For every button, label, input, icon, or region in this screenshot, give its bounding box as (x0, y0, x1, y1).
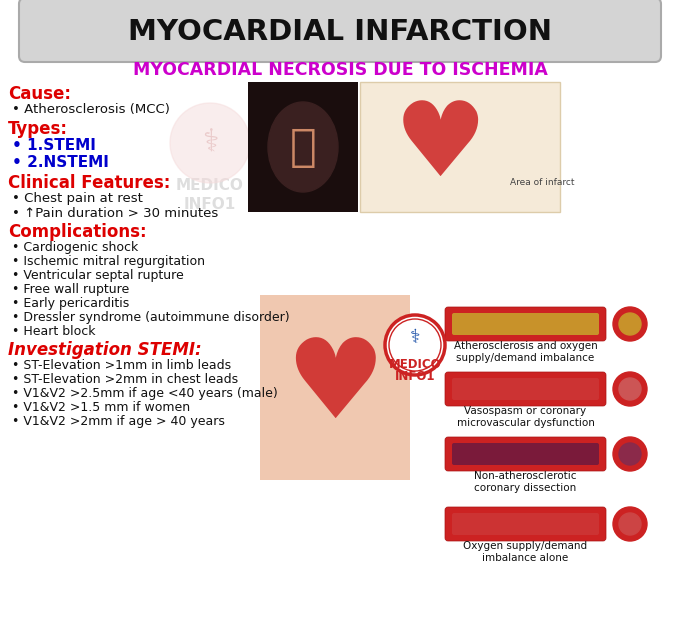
Text: • Chest pain at rest: • Chest pain at rest (12, 192, 143, 205)
Text: • V1&V2 >1.5 mm if women: • V1&V2 >1.5 mm if women (12, 401, 190, 414)
FancyBboxPatch shape (248, 82, 358, 212)
Text: Complications:: Complications: (8, 224, 147, 242)
Text: INFO1: INFO1 (395, 370, 435, 383)
Circle shape (619, 443, 641, 465)
Text: Vasospasm or coronary
microvascular dysfunction: Vasospasm or coronary microvascular dysf… (456, 406, 594, 428)
FancyBboxPatch shape (19, 0, 661, 62)
FancyBboxPatch shape (452, 378, 599, 400)
Text: • Ischemic mitral regurgitation: • Ischemic mitral regurgitation (12, 255, 205, 268)
Circle shape (170, 103, 250, 183)
Text: MEDICO
INFO1: MEDICO INFO1 (176, 178, 244, 212)
FancyBboxPatch shape (445, 307, 606, 341)
Circle shape (385, 315, 445, 375)
Circle shape (613, 437, 647, 471)
Text: Types:: Types: (8, 120, 68, 138)
Text: ♥: ♥ (393, 97, 487, 199)
Text: • 1.STEMI: • 1.STEMI (12, 138, 96, 153)
Circle shape (613, 372, 647, 406)
FancyBboxPatch shape (260, 295, 410, 480)
Text: • 2.NSTEMI: • 2.NSTEMI (12, 155, 109, 170)
FancyBboxPatch shape (452, 313, 599, 335)
Text: Cause:: Cause: (8, 85, 71, 103)
Text: • ↑Pain duration > 30 minutes: • ↑Pain duration > 30 minutes (12, 207, 218, 220)
Text: • Ventricular septal rupture: • Ventricular septal rupture (12, 269, 184, 282)
Text: • Dressler syndrome (autoimmune disorder): • Dressler syndrome (autoimmune disorder… (12, 311, 290, 324)
Text: ⚕: ⚕ (410, 329, 420, 348)
Text: • V1&V2 >2.5mm if age <40 years (male): • V1&V2 >2.5mm if age <40 years (male) (12, 387, 277, 400)
Text: • Early pericarditis: • Early pericarditis (12, 297, 129, 310)
Circle shape (619, 313, 641, 335)
Text: ⚕: ⚕ (202, 129, 218, 158)
Text: ✋: ✋ (290, 125, 316, 168)
Circle shape (619, 378, 641, 400)
Circle shape (619, 513, 641, 535)
Circle shape (613, 307, 647, 341)
FancyBboxPatch shape (445, 372, 606, 406)
Text: • Free wall rupture: • Free wall rupture (12, 283, 129, 296)
Text: MEDICO: MEDICO (389, 358, 441, 371)
FancyBboxPatch shape (452, 443, 599, 465)
Text: Clinical Features:: Clinical Features: (8, 174, 171, 192)
Text: MYOCARDIAL NECROSIS DUE TO ISCHEMIA: MYOCARDIAL NECROSIS DUE TO ISCHEMIA (133, 61, 547, 79)
Ellipse shape (268, 102, 338, 192)
FancyBboxPatch shape (445, 507, 606, 541)
Text: ♥: ♥ (285, 335, 385, 442)
Text: • V1&V2 >2mm if age > 40 years: • V1&V2 >2mm if age > 40 years (12, 415, 225, 428)
Text: • ST-Elevation >1mm in limb leads: • ST-Elevation >1mm in limb leads (12, 359, 231, 372)
Text: • Cardiogenic shock: • Cardiogenic shock (12, 242, 138, 254)
Text: Non-atherosclerotic
coronary dissection: Non-atherosclerotic coronary dissection (474, 471, 577, 494)
FancyBboxPatch shape (360, 82, 560, 212)
Text: Oxygen supply/demand
imbalance alone: Oxygen supply/demand imbalance alone (464, 541, 588, 563)
Text: Investigation STEMI:: Investigation STEMI: (8, 341, 202, 359)
Text: Area of infarct: Area of infarct (510, 178, 575, 187)
Text: Atherosclerosis and oxygen
supply/demand imbalance: Atherosclerosis and oxygen supply/demand… (454, 341, 597, 363)
Text: • ST-Elevation >2mm in chest leads: • ST-Elevation >2mm in chest leads (12, 373, 238, 386)
FancyBboxPatch shape (445, 437, 606, 471)
Text: • Heart block: • Heart block (12, 325, 95, 338)
Text: • Atherosclerosis (MCC): • Atherosclerosis (MCC) (12, 103, 170, 116)
Circle shape (613, 507, 647, 541)
FancyBboxPatch shape (452, 513, 599, 535)
Text: MYOCARDIAL INFARCTION: MYOCARDIAL INFARCTION (128, 18, 552, 46)
